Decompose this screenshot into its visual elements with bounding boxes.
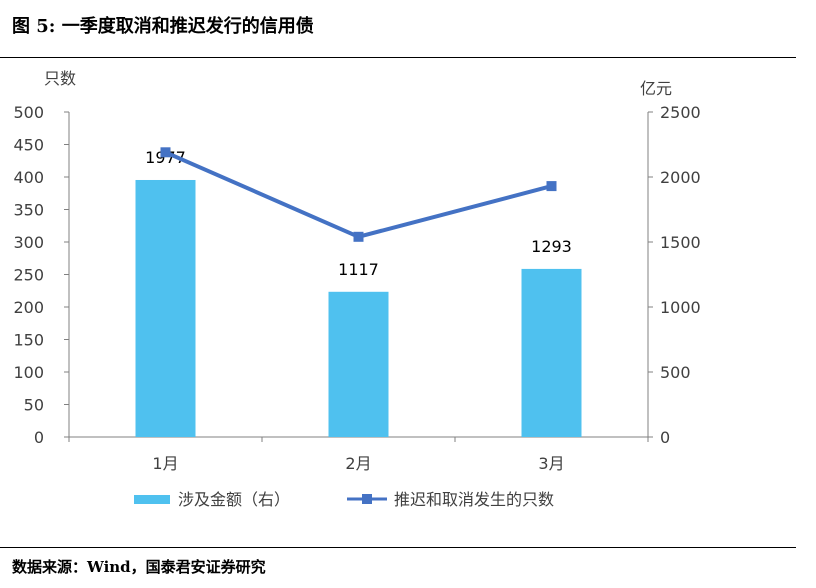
- left-tick-label: 200: [13, 298, 44, 317]
- legend-line-label: 推迟和取消发生的只数: [394, 490, 554, 509]
- bar: [328, 291, 389, 437]
- line-series: [160, 147, 557, 242]
- left-tick-label: 150: [13, 331, 44, 350]
- legend: 涉及金额（右） 推迟和取消发生的只数: [134, 490, 554, 509]
- right-tick-label: 500: [660, 363, 691, 382]
- right-tick-label: 1000: [660, 298, 701, 317]
- left-tick-label: 100: [13, 363, 44, 382]
- left-axis-ticks: 0 50 100 150 200 250 300 350 400 450 500: [13, 103, 69, 447]
- left-tick-label: 500: [13, 103, 44, 122]
- line-marker: [546, 181, 557, 192]
- bar-data-labels: 1977 1117 1293: [145, 148, 572, 279]
- right-axis-unit: 亿元: [640, 79, 672, 98]
- x-axis-ticks: 1月 2月 3月: [68, 437, 649, 473]
- left-tick-label: 300: [13, 233, 44, 252]
- line-marker: [160, 147, 171, 158]
- top-rule: [0, 57, 796, 58]
- legend-bar-swatch: [134, 495, 170, 504]
- left-tick-label: 50: [24, 396, 44, 415]
- right-tick-label: 2500: [660, 103, 701, 122]
- x-tick-label: 1月: [152, 454, 178, 473]
- bar-series: [135, 179, 582, 437]
- source-note: 数据来源：Wind，国泰君安证券研究: [12, 558, 266, 576]
- legend-bar-label: 涉及金额（右）: [178, 490, 290, 509]
- bottom-rule: [0, 547, 796, 548]
- bar-data-label: 1977: [145, 148, 186, 167]
- figure-title: 图 5: 一季度取消和推迟发行的信用债: [12, 16, 314, 37]
- series-line: [164, 150, 553, 239]
- right-axis-ticks: 0 500 1000 1500 2000 2500: [648, 103, 701, 447]
- line-marker: [353, 231, 364, 242]
- legend-line-marker: [362, 494, 372, 504]
- right-tick-label: 2000: [660, 168, 701, 187]
- combo-chart: 只数 亿元 0 50 100 150 200 250 300 350 400 450 500 0 50…: [13, 69, 701, 509]
- x-tick-label: 2月: [345, 454, 371, 473]
- left-tick-label: 350: [13, 201, 44, 220]
- right-tick-label: 0: [660, 428, 670, 447]
- left-tick-label: 450: [13, 136, 44, 155]
- bar: [521, 268, 582, 437]
- bar: [135, 179, 196, 437]
- x-tick-label: 3月: [538, 454, 564, 473]
- bar-data-label: 1293: [531, 237, 572, 256]
- left-axis-unit: 只数: [44, 69, 76, 88]
- left-tick-label: 400: [13, 168, 44, 187]
- left-tick-label: 250: [13, 266, 44, 285]
- right-tick-label: 1500: [660, 233, 701, 252]
- left-tick-label: 0: [34, 428, 44, 447]
- bar-data-label: 1117: [338, 260, 379, 279]
